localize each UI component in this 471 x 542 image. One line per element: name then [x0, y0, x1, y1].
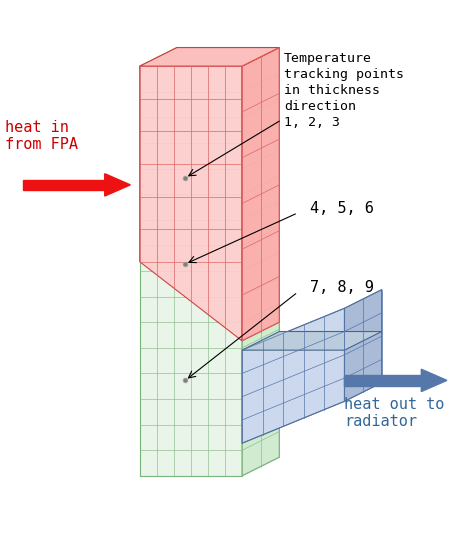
- Text: heat in
from FPA: heat in from FPA: [5, 120, 78, 152]
- Polygon shape: [344, 289, 382, 401]
- Text: Temperature
tracking points
in thickness
direction
1, 2, 3: Temperature tracking points in thickness…: [284, 52, 404, 129]
- Text: 7, 8, 9: 7, 8, 9: [309, 280, 374, 295]
- Polygon shape: [23, 180, 105, 190]
- Polygon shape: [105, 173, 130, 196]
- Polygon shape: [140, 66, 242, 341]
- Polygon shape: [421, 369, 447, 391]
- Polygon shape: [242, 48, 279, 341]
- Polygon shape: [344, 375, 421, 385]
- Polygon shape: [242, 332, 382, 350]
- Polygon shape: [242, 308, 344, 443]
- Polygon shape: [242, 48, 279, 476]
- Text: heat out to
radiator: heat out to radiator: [344, 397, 445, 429]
- Polygon shape: [140, 48, 279, 66]
- Text: 4, 5, 6: 4, 5, 6: [309, 201, 374, 216]
- Polygon shape: [140, 48, 279, 66]
- Polygon shape: [140, 66, 242, 476]
